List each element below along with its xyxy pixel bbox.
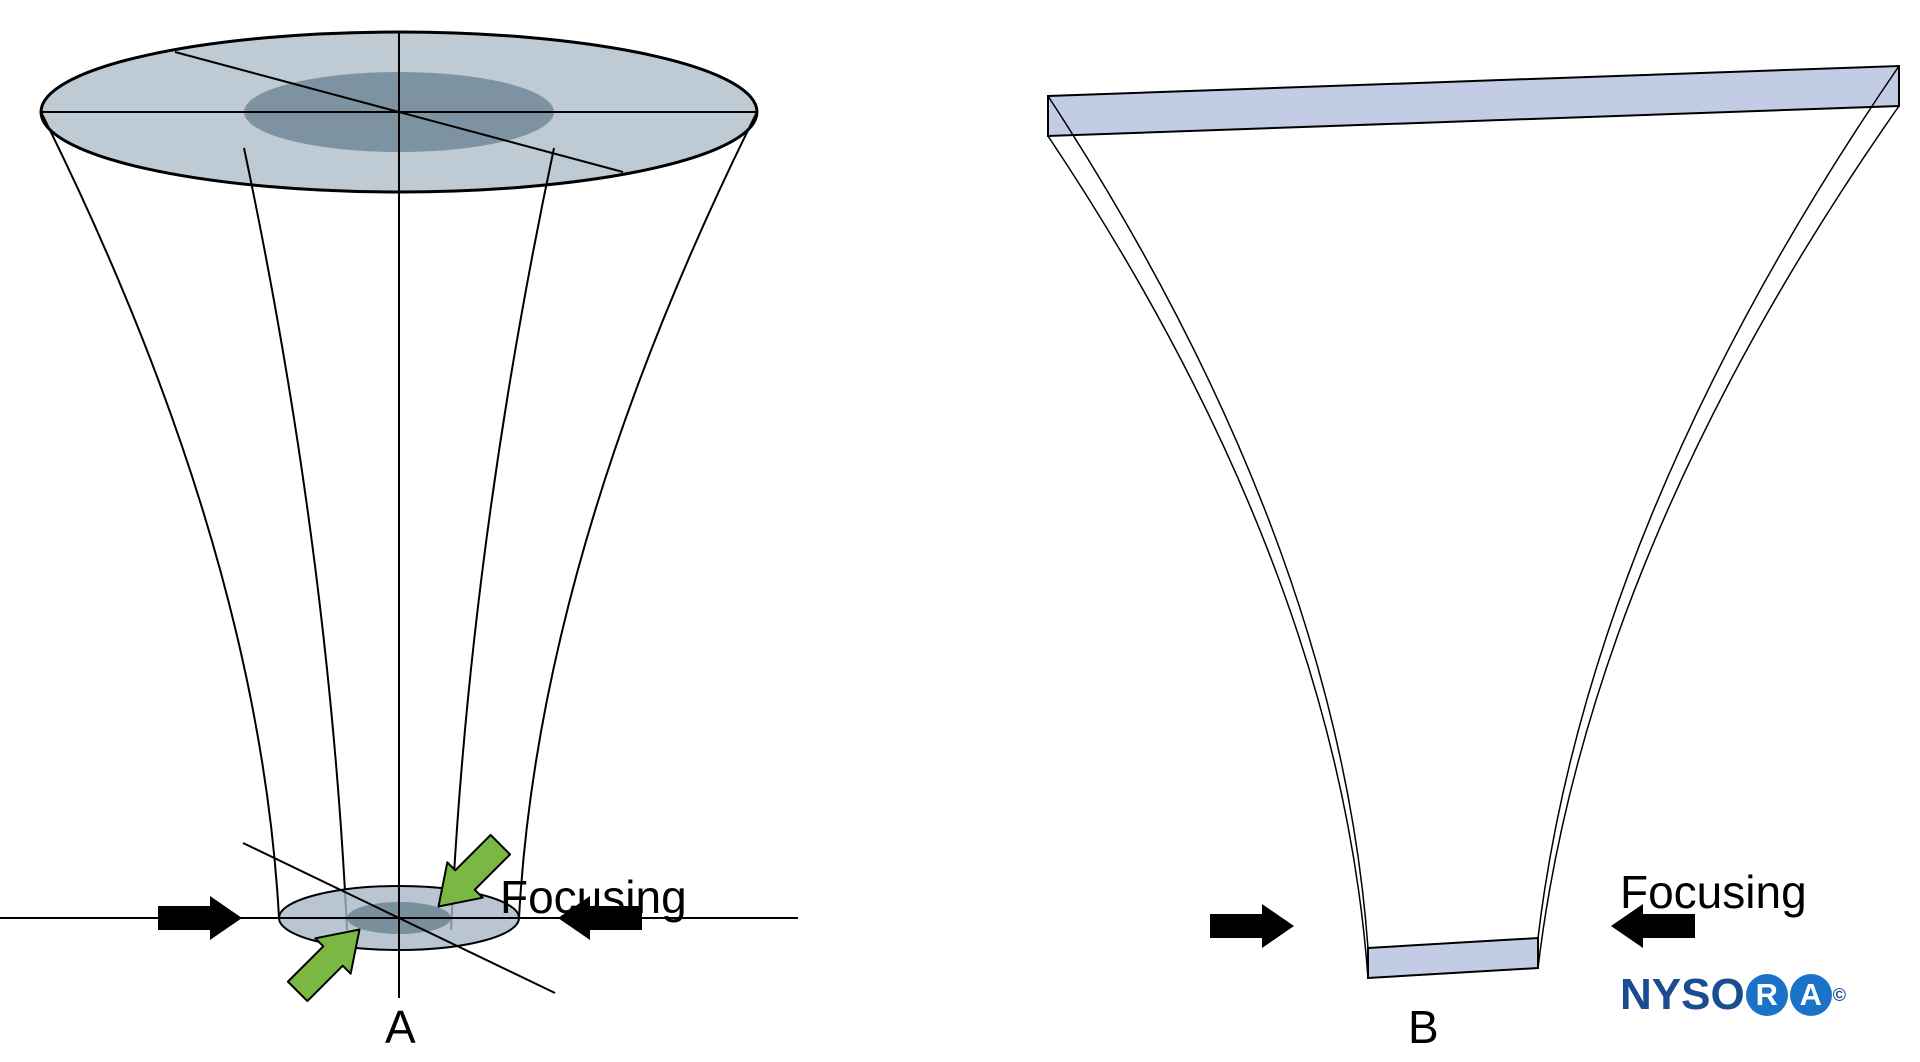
nysora-logo: NYSO R A © [1620, 970, 1846, 1020]
diagram-a-group [0, 32, 798, 1001]
focusing-label-a: Focusing [500, 870, 687, 924]
label-a: A [385, 1000, 416, 1054]
logo-text: NYSO [1620, 970, 1745, 1020]
logo-circle-a: A [1790, 974, 1832, 1016]
diagram-b-group [1048, 66, 1899, 978]
logo-circle-r: R [1746, 974, 1788, 1016]
label-b: B [1408, 1000, 1439, 1054]
focusing-label-b: Focusing [1620, 865, 1807, 919]
copyright-symbol: © [1833, 985, 1846, 1006]
